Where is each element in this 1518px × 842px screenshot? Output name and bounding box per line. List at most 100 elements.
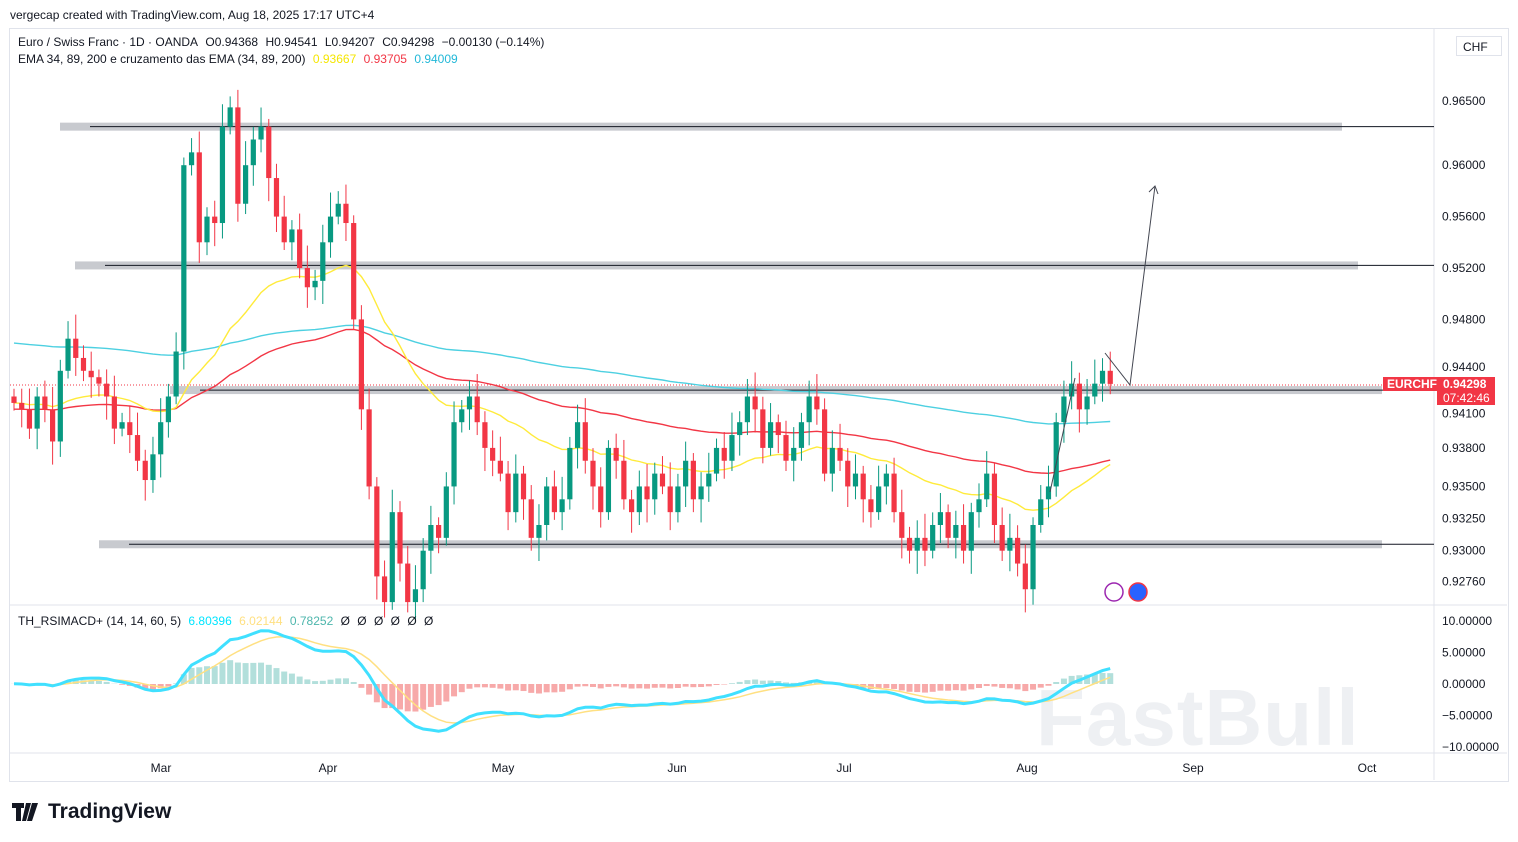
- time-axis-label: May: [492, 761, 515, 775]
- candle-body: [219, 126, 226, 224]
- candle-body: [459, 409, 465, 423]
- histogram-bar: [327, 679, 334, 684]
- candle-body: [1045, 486, 1052, 500]
- candle-body: [698, 486, 704, 500]
- candle-body: [852, 473, 859, 487]
- histogram-bar: [613, 684, 620, 687]
- histogram-bar: [551, 684, 558, 693]
- price-axis-label: 0.93250: [1442, 512, 1486, 526]
- histogram-bar: [960, 684, 967, 691]
- histogram-bar: [1060, 678, 1067, 684]
- histogram-bar: [713, 684, 720, 685]
- currency-button[interactable]: CHF: [1456, 36, 1502, 56]
- candle-body: [73, 338, 79, 358]
- candle-body: [351, 223, 357, 320]
- candle-body: [42, 396, 48, 410]
- chart-frame[interactable]: [9, 28, 1509, 782]
- candle-body: [837, 447, 843, 461]
- histogram-bar: [88, 680, 95, 684]
- candle-body: [845, 460, 851, 487]
- ema34-value: 0.93667: [312, 52, 357, 66]
- histogram-bar: [775, 681, 782, 684]
- histogram-bar: [728, 683, 735, 684]
- candle-body: [822, 409, 828, 474]
- histogram-bar: [736, 681, 743, 684]
- candle-body: [436, 525, 442, 538]
- candle-body: [1030, 525, 1036, 590]
- histogram-bar: [937, 684, 944, 691]
- indicator-label[interactable]: TH_RSIMACD+ (14, 14, 60, 5): [18, 614, 182, 628]
- histogram-bar: [559, 684, 566, 692]
- candle-body: [621, 460, 627, 500]
- histogram-bar: [288, 673, 295, 684]
- histogram-bar: [180, 674, 187, 684]
- candle-body: [443, 486, 449, 538]
- open-value: O0.94368: [205, 35, 259, 49]
- candle-body: [26, 409, 33, 429]
- close-value: C0.94298: [382, 35, 435, 49]
- candle-body: [930, 525, 936, 551]
- histogram-bar: [142, 684, 149, 690]
- histogram-bar: [157, 684, 164, 689]
- ema-label[interactable]: EMA 34, 89, 200 e cruzamento das EMA (34…: [18, 52, 306, 66]
- candle-body: [165, 396, 171, 423]
- histogram-bar: [628, 684, 635, 689]
- candle-body: [590, 460, 596, 487]
- histogram-bar: [651, 684, 658, 688]
- candle-body: [744, 396, 750, 423]
- candle-body: [1038, 499, 1044, 525]
- candle-body: [1092, 383, 1098, 397]
- histogram-bar: [1030, 684, 1037, 690]
- candle-body: [281, 216, 287, 243]
- histogram-bar: [65, 681, 72, 684]
- price-axis-label: 0.92760: [1442, 575, 1486, 589]
- candle-body: [273, 178, 280, 217]
- time-axis-label: Apr: [319, 761, 338, 775]
- histogram-bar: [535, 684, 542, 694]
- symbol-name[interactable]: Euro / Swiss Franc · 1D · OANDA: [18, 35, 199, 49]
- ema89-value: 0.93705: [363, 52, 407, 66]
- histogram-bar: [489, 684, 496, 688]
- histogram-bar: [921, 684, 928, 693]
- histogram-bar: [319, 680, 326, 684]
- histogram-bar: [597, 684, 604, 689]
- candle-body: [960, 525, 967, 551]
- ema200-line: [13, 324, 1111, 425]
- histogram-bar: [620, 684, 627, 688]
- histogram-bar: [497, 684, 504, 689]
- histogram-bar: [196, 667, 203, 684]
- indicator-empty: Ø: [373, 614, 384, 628]
- histogram-bar: [705, 684, 712, 687]
- candle-body: [235, 107, 241, 204]
- candle-body: [11, 396, 17, 403]
- histogram-bar: [234, 662, 241, 684]
- candle-body: [860, 473, 866, 500]
- histogram-bar: [698, 684, 705, 688]
- candle-body: [420, 550, 426, 590]
- candle-body: [250, 139, 256, 166]
- indicator-legend: TH_RSIMACD+ (14, 14, 60, 5) 6.80396 6.02…: [18, 614, 437, 628]
- candle-body: [829, 447, 835, 474]
- histogram-bar: [574, 684, 581, 687]
- candle-body: [80, 357, 87, 371]
- histogram-bar: [1045, 684, 1052, 686]
- candle-body: [34, 396, 40, 429]
- candle-body: [914, 537, 920, 551]
- ema89-line: [14, 328, 1111, 475]
- histogram-bar: [813, 680, 820, 684]
- candle-body: [876, 486, 882, 513]
- tradingview-logo[interactable]: TradingView: [12, 800, 171, 824]
- histogram-bar: [952, 684, 959, 691]
- histogram-bar: [1099, 672, 1106, 684]
- candle-body: [212, 216, 218, 224]
- histogram-bar: [435, 684, 442, 706]
- histogram-bar: [1006, 684, 1013, 689]
- candle-body: [497, 460, 503, 474]
- candle-body: [119, 422, 125, 429]
- candle-body: [574, 422, 581, 448]
- candle-body: [984, 473, 990, 500]
- indicator-axis-label: 10.00000: [1442, 614, 1492, 628]
- time-axis-label: Jun: [667, 761, 686, 775]
- indicator-axis-label: −5.00000: [1442, 709, 1493, 723]
